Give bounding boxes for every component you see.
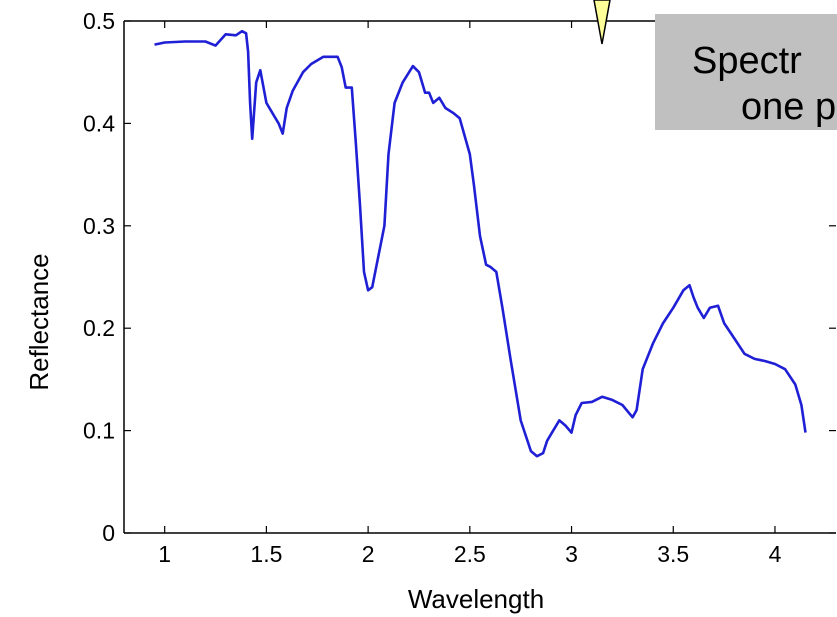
y-tick-label: 0 [102, 520, 115, 546]
x-tick-label: 1 [158, 541, 171, 567]
x-tick-label: 2 [362, 541, 375, 567]
y-axis-title: Reflectance [24, 253, 54, 390]
y-tick-label: 0.4 [83, 110, 115, 136]
y-tick-label: 0.2 [83, 315, 115, 341]
x-tick-label: 3.5 [657, 541, 689, 567]
y-tick-label: 0.5 [83, 8, 115, 34]
reflectance-series-line [154, 29, 807, 458]
x-tick-label: 4 [769, 541, 782, 567]
ticks: 1 1.5 2 2.5 3 3.5 4 0 0.1 0.2 0.3 0.4 0.5 [83, 8, 836, 567]
x-axis-title: Wavelength [408, 584, 544, 614]
x-tick-label: 3 [565, 541, 578, 567]
callout-text-line2: one p [741, 86, 837, 128]
y-tick-label: 0.3 [83, 213, 115, 239]
callout-pointer-icon [593, 0, 611, 45]
y-tick-label: 0.1 [83, 418, 115, 444]
callout-box: Spectr one p [655, 14, 837, 130]
series-layer [154, 29, 807, 458]
x-tick-label: 2.5 [454, 541, 486, 567]
callout-text-line1: Spectr [692, 40, 802, 82]
x-tick-label: 1.5 [250, 541, 282, 567]
